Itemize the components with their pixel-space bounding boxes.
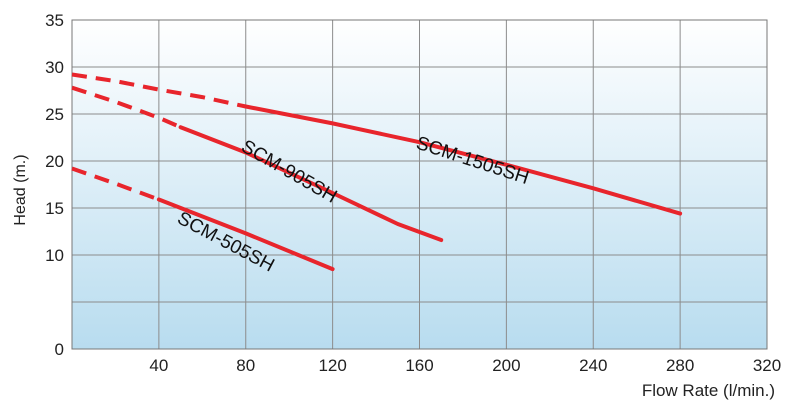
x-tick-label: 160 [405,356,433,375]
series-line-scm-505sh [156,197,335,272]
x-axis-label: Flow Rate (l/min.) [642,381,775,400]
plot-border [71,19,768,350]
series-line-dashed-scm-505sh [71,166,160,202]
y-tick-label: 15 [45,199,64,218]
grid [72,20,767,349]
x-tick-label: 240 [579,356,607,375]
y-tick-label: 35 [45,11,64,30]
x-tick-label: 120 [318,356,346,375]
y-tick-labels: 0 10 15 20 25 30 35 [45,11,64,359]
y-tick-label: 10 [45,246,64,265]
y-tick-label: 30 [45,58,64,77]
series-line-scm-905sh [178,125,444,242]
curves [71,72,683,272]
x-tick-label: 320 [753,356,781,375]
x-tick-label: 280 [666,356,694,375]
series-line-dashed-scm-905sh [71,85,182,130]
y-tick-label: 0 [55,340,64,359]
x-tick-labels: 40 80 120 160 200 240 280 320 [149,356,781,375]
y-axis-label: Head (m.) [12,154,29,225]
x-tick-label: 200 [492,356,520,375]
y-tick-label: 25 [45,105,64,124]
series-line-dashed-scm-1505sh [71,72,247,109]
series-line-scm-1505sh [243,104,683,216]
x-tick-label: 80 [236,356,255,375]
x-tick-label: 40 [149,356,168,375]
y-tick-label: 20 [45,152,64,171]
